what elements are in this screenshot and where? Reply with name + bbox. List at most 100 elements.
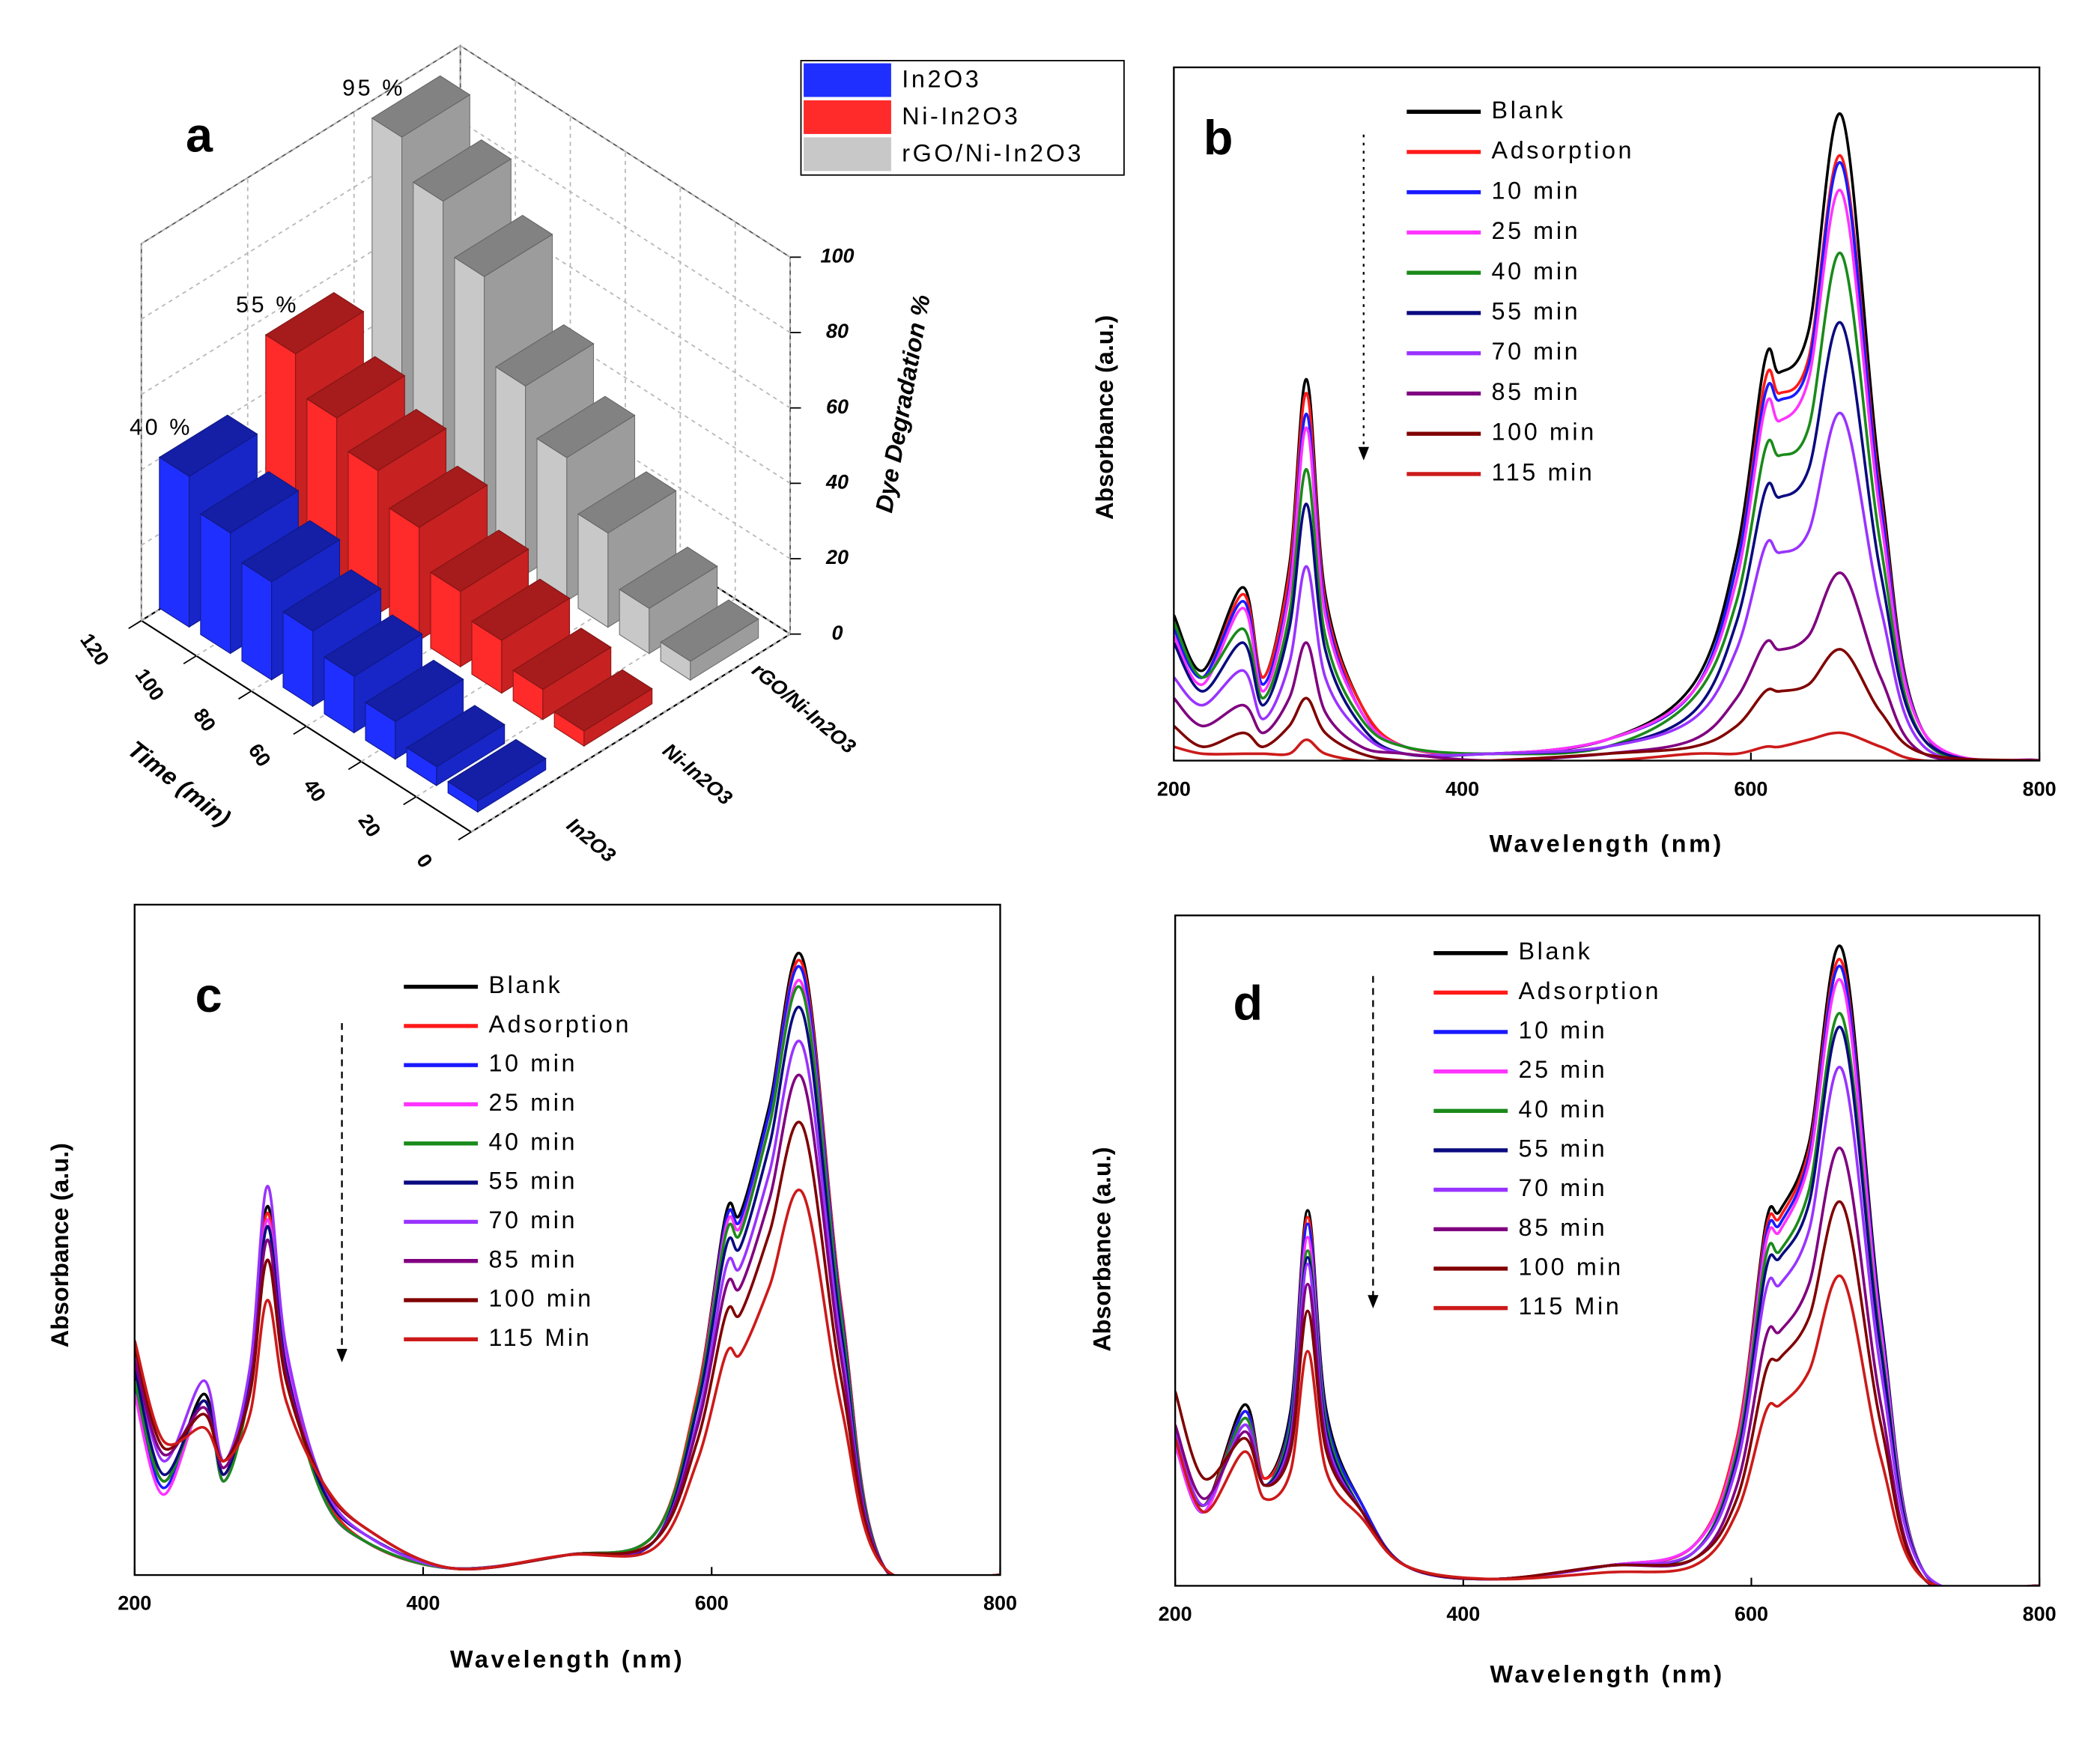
arrow-head (1358, 446, 1369, 461)
legend-label: 115 min (1492, 458, 1595, 485)
legend-label: 10 min (1492, 177, 1581, 204)
legend-label: Adsorption (488, 1010, 631, 1037)
z-tick-label: 100 (821, 244, 855, 267)
legend-label: 70 min (1519, 1174, 1608, 1201)
x-tick-label: 600 (695, 1592, 729, 1615)
legend-label: rGO/Ni-In2O3 (902, 139, 1084, 166)
bar-top (412, 139, 512, 202)
legend-label: 10 min (488, 1050, 577, 1077)
legend-label: Blank (1519, 938, 1593, 965)
wall-grid-line (460, 121, 791, 333)
x-tick-label: 200 (1159, 1603, 1192, 1625)
legend-label: 100 min (1492, 419, 1597, 446)
legend-label: Adsorption (1519, 977, 1662, 1004)
spectrum-line (1175, 1274, 2040, 1586)
legend-label: 25 min (1519, 1056, 1608, 1083)
line-chart: 200 400 600 800 Blank Adsorption 10 min 25 min 4… (1091, 66, 2057, 857)
x-tick-label: 200 (118, 1592, 151, 1615)
bar-front (200, 513, 231, 655)
panel-letter: c (195, 968, 222, 1022)
legend-label: 85 min (1492, 378, 1581, 405)
bar-top (264, 292, 365, 355)
legend-label: 100 min (1519, 1254, 1624, 1281)
x-tick-label: 600 (1735, 1603, 1768, 1625)
legend-label: 25 min (488, 1089, 577, 1116)
legend-label: Ni-In2O3 (902, 103, 1020, 130)
legend-label: 10 min (1519, 1017, 1608, 1044)
arrow-head (336, 1349, 348, 1363)
arrow-head (1368, 1295, 1379, 1309)
bar-top (577, 471, 677, 534)
bar-top (388, 465, 488, 528)
x-tick-label: 400 (1445, 777, 1479, 800)
x-tick-label: 800 (983, 1592, 1017, 1615)
z-tick-label: 40 (825, 470, 849, 493)
series-group (1175, 944, 2040, 1586)
panel-letter: d (1233, 976, 1263, 1031)
x-tick (238, 690, 252, 700)
x-tick-label: 400 (407, 1592, 440, 1615)
legend-label: 25 min (1492, 217, 1581, 244)
legend-label: 100 min (488, 1285, 593, 1312)
legend-label: Blank (1492, 97, 1566, 124)
z-tick-label: 60 (826, 395, 849, 418)
bar-top (660, 599, 759, 662)
bar-top (619, 546, 718, 609)
legend-label: 70 min (488, 1207, 577, 1233)
y-axis-label: Absorbance (a.u.) (1091, 315, 1118, 520)
spectrum-line (1174, 251, 2040, 761)
bar-top (323, 614, 423, 677)
legend-swatch (804, 137, 891, 172)
wall-grid-line (141, 121, 461, 320)
bar-top (306, 356, 406, 419)
spectrum-line (1175, 1200, 2040, 1586)
legend-swatch (804, 63, 891, 97)
wall-grid-line (141, 45, 461, 245)
bar-top (429, 529, 529, 592)
bar-top (470, 578, 571, 641)
bar-top (158, 414, 258, 477)
y-axis-label: Absorbance (a.u.) (1088, 1147, 1115, 1351)
legend-label: 40 min (1492, 258, 1581, 285)
bar-top (364, 659, 464, 722)
line-chart: 200 400 600 800 Blank Adsorption 10 min 25 min 4… (46, 903, 1017, 1673)
annotation: 55 % (236, 292, 299, 318)
x-tick (128, 619, 142, 630)
x-axis-label: Wavelength (nm) (1490, 830, 1724, 857)
spectrum-line (1174, 731, 2040, 761)
bar-top (371, 75, 471, 138)
x-tick-label: 800 (2023, 777, 2057, 800)
legend-label: 55 min (1519, 1135, 1608, 1162)
bar-top (512, 628, 612, 691)
x-tick-label: 800 (2023, 1603, 2057, 1625)
x-tick (348, 761, 362, 771)
legend-label: In2O3 (902, 65, 981, 92)
panel-letter: b (1204, 110, 1233, 165)
legend-label: 55 min (488, 1168, 577, 1195)
bar-top (535, 395, 636, 458)
bar-top (240, 520, 341, 583)
x-axis-label: Wavelength (nm) (1490, 1660, 1724, 1687)
bar-top (453, 214, 553, 277)
spectrum-line (1174, 411, 2040, 761)
y-axis-label: Absorbance (a.u.) (46, 1143, 73, 1347)
bar-top (347, 409, 447, 472)
legend-swatch (804, 100, 891, 134)
bar-front (577, 513, 609, 628)
legend-label: 40 min (488, 1128, 577, 1155)
x-tick (458, 831, 472, 841)
z-tick-label: 80 (826, 320, 849, 342)
legend-label: 85 min (1519, 1214, 1608, 1241)
plot-frame (1174, 914, 2041, 1587)
x-tick-label: 600 (1734, 777, 1767, 800)
legend-label: Adsorption (1492, 137, 1635, 164)
legend-label: 40 min (1519, 1096, 1608, 1123)
wall-grid-line (460, 45, 791, 258)
z-tick-label: 0 (832, 622, 843, 644)
bar-front (536, 437, 568, 602)
annotation: 40 % (130, 414, 192, 440)
spectrum-line (1174, 188, 2040, 761)
